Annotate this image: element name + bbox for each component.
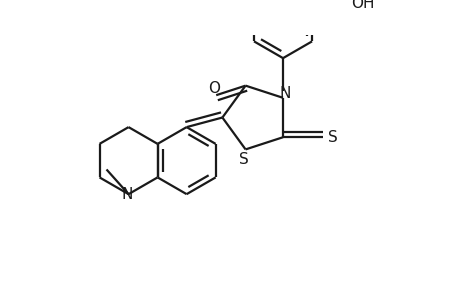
Text: S: S xyxy=(238,152,248,167)
Text: OH: OH xyxy=(351,0,374,11)
Text: N: N xyxy=(121,187,132,202)
Text: S: S xyxy=(328,130,337,145)
Text: N: N xyxy=(279,86,290,101)
Text: O: O xyxy=(208,81,220,96)
